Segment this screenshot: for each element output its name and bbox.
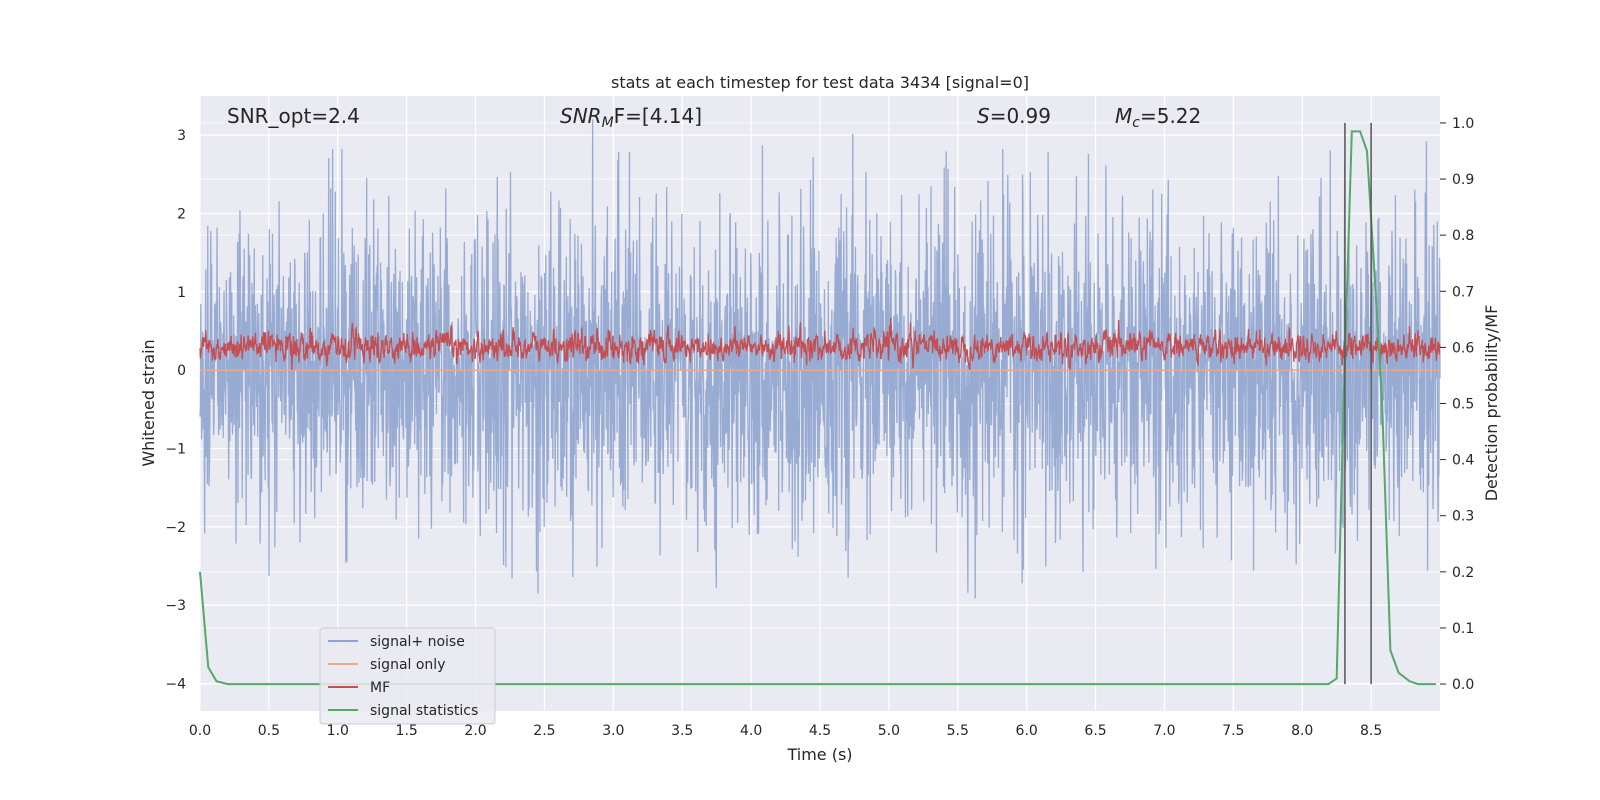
noise-line [199, 119, 1441, 599]
y-axis-ticks: −4 −3 −2 −1 0 1 2 3 [165, 128, 186, 692]
legend-label-signal-noise: signal+ noise [370, 634, 465, 650]
y-tick-label: 0 [177, 363, 186, 379]
s-base: S [977, 104, 990, 128]
legend-label-signal-statistics: signal statistics [370, 703, 478, 719]
y2-axis-label: Detection probability/MF [1482, 305, 1501, 502]
x-tick-label: 8.0 [1291, 723, 1313, 739]
y2-tick-label: 0.0 [1452, 677, 1474, 693]
x-tick-label: 3.5 [671, 723, 693, 739]
series-signal-noise [199, 119, 1441, 599]
chart-title: stats at each timestep for test data 343… [611, 73, 1029, 92]
mf-line [199, 317, 1441, 371]
y2-tick-label: 0.8 [1452, 228, 1474, 244]
y-tick-label: −4 [165, 677, 186, 693]
x-tick-label: 8.5 [1360, 723, 1382, 739]
series-mf [199, 317, 1441, 371]
y2-axis-ticks: 0.0 0.1 0.2 0.3 0.4 0.5 0.6 0.7 0.8 0.9 1.0 [1440, 116, 1474, 693]
y-axis-label: Whitened strain [139, 339, 158, 466]
x-tick-label: 0.5 [258, 723, 280, 739]
snr-mf-base: SNR [560, 104, 602, 128]
legend-box [319, 627, 496, 725]
y2-tick-label: 0.4 [1452, 453, 1474, 469]
x-tick-label: 1.0 [327, 723, 349, 739]
y-tick-label: −2 [165, 520, 186, 536]
x-tick-label: 2.0 [464, 723, 486, 739]
y2-tick-label: 1.0 [1452, 116, 1474, 132]
legend-label-signal-only: signal only [370, 657, 445, 673]
y2-tick-label: 0.2 [1452, 565, 1474, 581]
annotation-s: S=0.99 [977, 104, 1051, 128]
x-tick-label: 0.0 [189, 723, 211, 739]
x-tick-label: 5.5 [947, 723, 969, 739]
y2-tick-label: 0.5 [1452, 397, 1474, 413]
x-tick-label: 6.5 [1084, 723, 1106, 739]
x-tick-label: 7.0 [1153, 723, 1175, 739]
x-tick-label: 4.5 [809, 723, 831, 739]
x-tick-label: 3.0 [602, 723, 624, 739]
annotation-snr-opt: SNR_opt=2.4 [227, 104, 360, 128]
snr-mf-rest: F=[4.14] [614, 104, 702, 128]
y2-tick-label: 0.1 [1452, 621, 1474, 637]
annotation-mc: Mc=5.22 [1115, 104, 1201, 131]
x-axis-label: Time (s) [786, 745, 852, 764]
x-tick-label: 7.5 [1222, 723, 1244, 739]
mc-rest: =5.22 [1140, 104, 1201, 128]
y2-tick-label: 0.6 [1452, 340, 1474, 356]
y-tick-label: 1 [177, 285, 186, 301]
y-tick-label: 2 [177, 207, 186, 223]
x-tick-label: 5.0 [878, 723, 900, 739]
series-signal-statistics [199, 130, 1436, 686]
mc-sub: c [1132, 115, 1140, 131]
vertical-markers [1344, 122, 1372, 685]
x-tick-label: 1.5 [396, 723, 418, 739]
x-tick-label: 2.5 [533, 723, 555, 739]
x-tick-label: 4.0 [740, 723, 762, 739]
y2-tick-label: 0.7 [1452, 284, 1474, 300]
mc-base: M [1115, 104, 1132, 128]
legend: signal+ noise signal only MF signal stat… [319, 627, 496, 725]
x-axis-ticks: 0.0 0.5 1.0 1.5 2.0 2.5 3.0 3.5 4.0 4.5 5.0 5.5 6.0 6… [189, 723, 1382, 739]
annotation-snr-mf: SNRMF=[4.14] [560, 104, 702, 131]
snr-mf-sub: M [602, 115, 614, 131]
y-tick-label: −1 [165, 442, 186, 458]
s-rest: =0.99 [990, 104, 1051, 128]
signal-statistics-line [199, 130, 1436, 686]
legend-label-mf: MF [370, 680, 390, 696]
y-tick-label: 3 [177, 128, 186, 144]
y2-tick-label: 0.9 [1452, 172, 1474, 188]
y-tick-label: −3 [165, 598, 186, 614]
x-tick-label: 6.0 [1016, 723, 1038, 739]
y2-tick-label: 0.3 [1452, 509, 1474, 525]
